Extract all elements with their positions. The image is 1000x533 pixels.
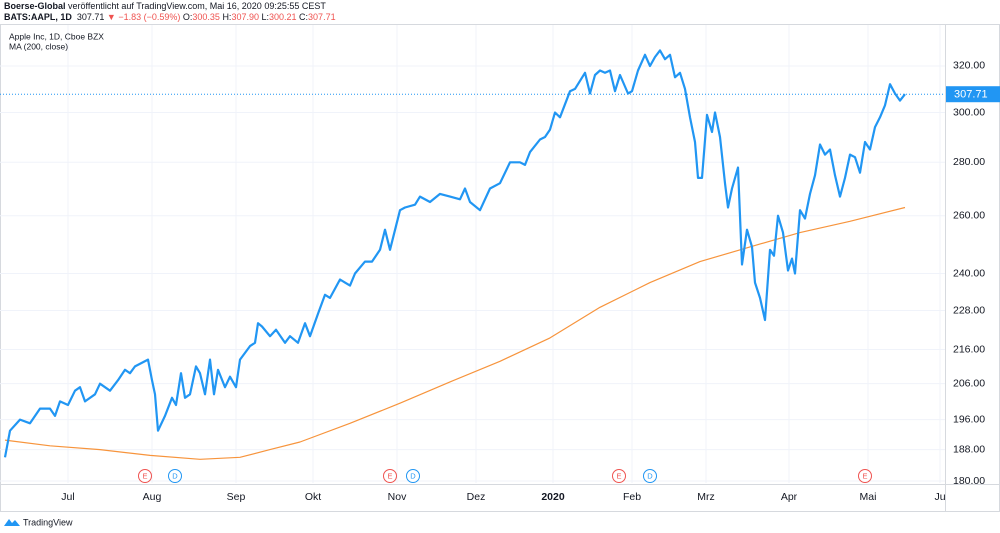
- event-label: D: [410, 471, 416, 480]
- header: Boerse-Global veröffentlicht auf Trading…: [4, 1, 336, 23]
- grid: [0, 25, 945, 483]
- event-label: E: [616, 471, 621, 480]
- y-tick-label: 228.00: [953, 304, 985, 316]
- x-tick-label: Nov: [388, 491, 407, 503]
- y-tick-label: 280.00: [953, 156, 985, 168]
- series-line: [3, 49, 906, 458]
- x-tick-label: 2020: [541, 491, 565, 503]
- brand-logo: [4, 519, 20, 526]
- open: 300.35: [192, 12, 220, 22]
- x-tick-label: Okt: [305, 491, 321, 503]
- event-marker: [643, 469, 657, 483]
- y-tick-label: 240.00: [953, 267, 985, 279]
- symbol: BATS:AAPL, 1D: [4, 12, 72, 22]
- y-tick-label: 180.00: [953, 475, 985, 487]
- x-tick-label: Sep: [227, 491, 246, 503]
- y-tick-label: 196.00: [953, 413, 985, 425]
- legend-entry: Apple Inc, 1D, Cboe BZX: [9, 31, 104, 41]
- y-tick-label: 300.00: [953, 106, 985, 118]
- x-tick-label: Jul: [61, 491, 74, 503]
- event-label: E: [142, 471, 147, 480]
- event-marker: [858, 469, 872, 483]
- header-line: Boerse-Global veröffentlicht auf Trading…: [4, 1, 336, 12]
- y-tick-label: 260.00: [953, 210, 985, 222]
- series-line: [4, 206, 906, 460]
- h-label: H:: [222, 12, 232, 22]
- x-tick-label: Feb: [623, 491, 641, 503]
- close: 307.71: [308, 12, 336, 22]
- y-tick-label: 188.00: [953, 443, 985, 455]
- event-label: E: [862, 471, 867, 480]
- publisher: Boerse-Global: [4, 1, 66, 11]
- x-tick-label: Mai: [860, 491, 877, 503]
- x-tick-label: Mrz: [697, 491, 715, 503]
- high: 307.90: [231, 12, 259, 22]
- c-label: C:: [299, 12, 309, 22]
- event-marker: [383, 469, 397, 483]
- event-label: E: [387, 471, 392, 480]
- event-marker: [406, 469, 420, 483]
- event-label: D: [647, 471, 653, 480]
- plot: [3, 49, 906, 460]
- l-label: L:: [261, 12, 269, 22]
- o-label: O:: [182, 12, 193, 22]
- header-line: BATS:AAPL, 1D 307.71 ▼ −1.83 (−0.59%) O:…: [4, 12, 336, 23]
- change: ▼ −1.83 (−0.59%): [106, 12, 181, 22]
- last-price-tag: [946, 86, 1000, 103]
- low: 300.21: [269, 12, 297, 22]
- y-tick-label: 216.00: [953, 343, 985, 355]
- last-price-label: 307.71: [954, 89, 988, 101]
- last: 307.71: [76, 12, 105, 22]
- published: veröffentlicht auf TradingView.com, Mai …: [68, 1, 326, 11]
- x-tick-label: Apr: [781, 491, 798, 503]
- event-marker: [168, 469, 182, 483]
- brand-name: TradingView: [23, 517, 73, 527]
- event-marker: [612, 469, 626, 483]
- legend-entry: MA (200, close): [9, 41, 68, 51]
- x-tick-label: Aug: [143, 491, 162, 503]
- x-tick-label: Ju: [934, 491, 945, 503]
- event-marker: [138, 469, 152, 483]
- x-tick-label: Dez: [467, 491, 486, 503]
- y-tick-label: 320.00: [953, 60, 985, 72]
- frame: [0, 24, 1000, 512]
- event-label: D: [172, 471, 178, 480]
- y-tick-label: 206.00: [953, 377, 985, 389]
